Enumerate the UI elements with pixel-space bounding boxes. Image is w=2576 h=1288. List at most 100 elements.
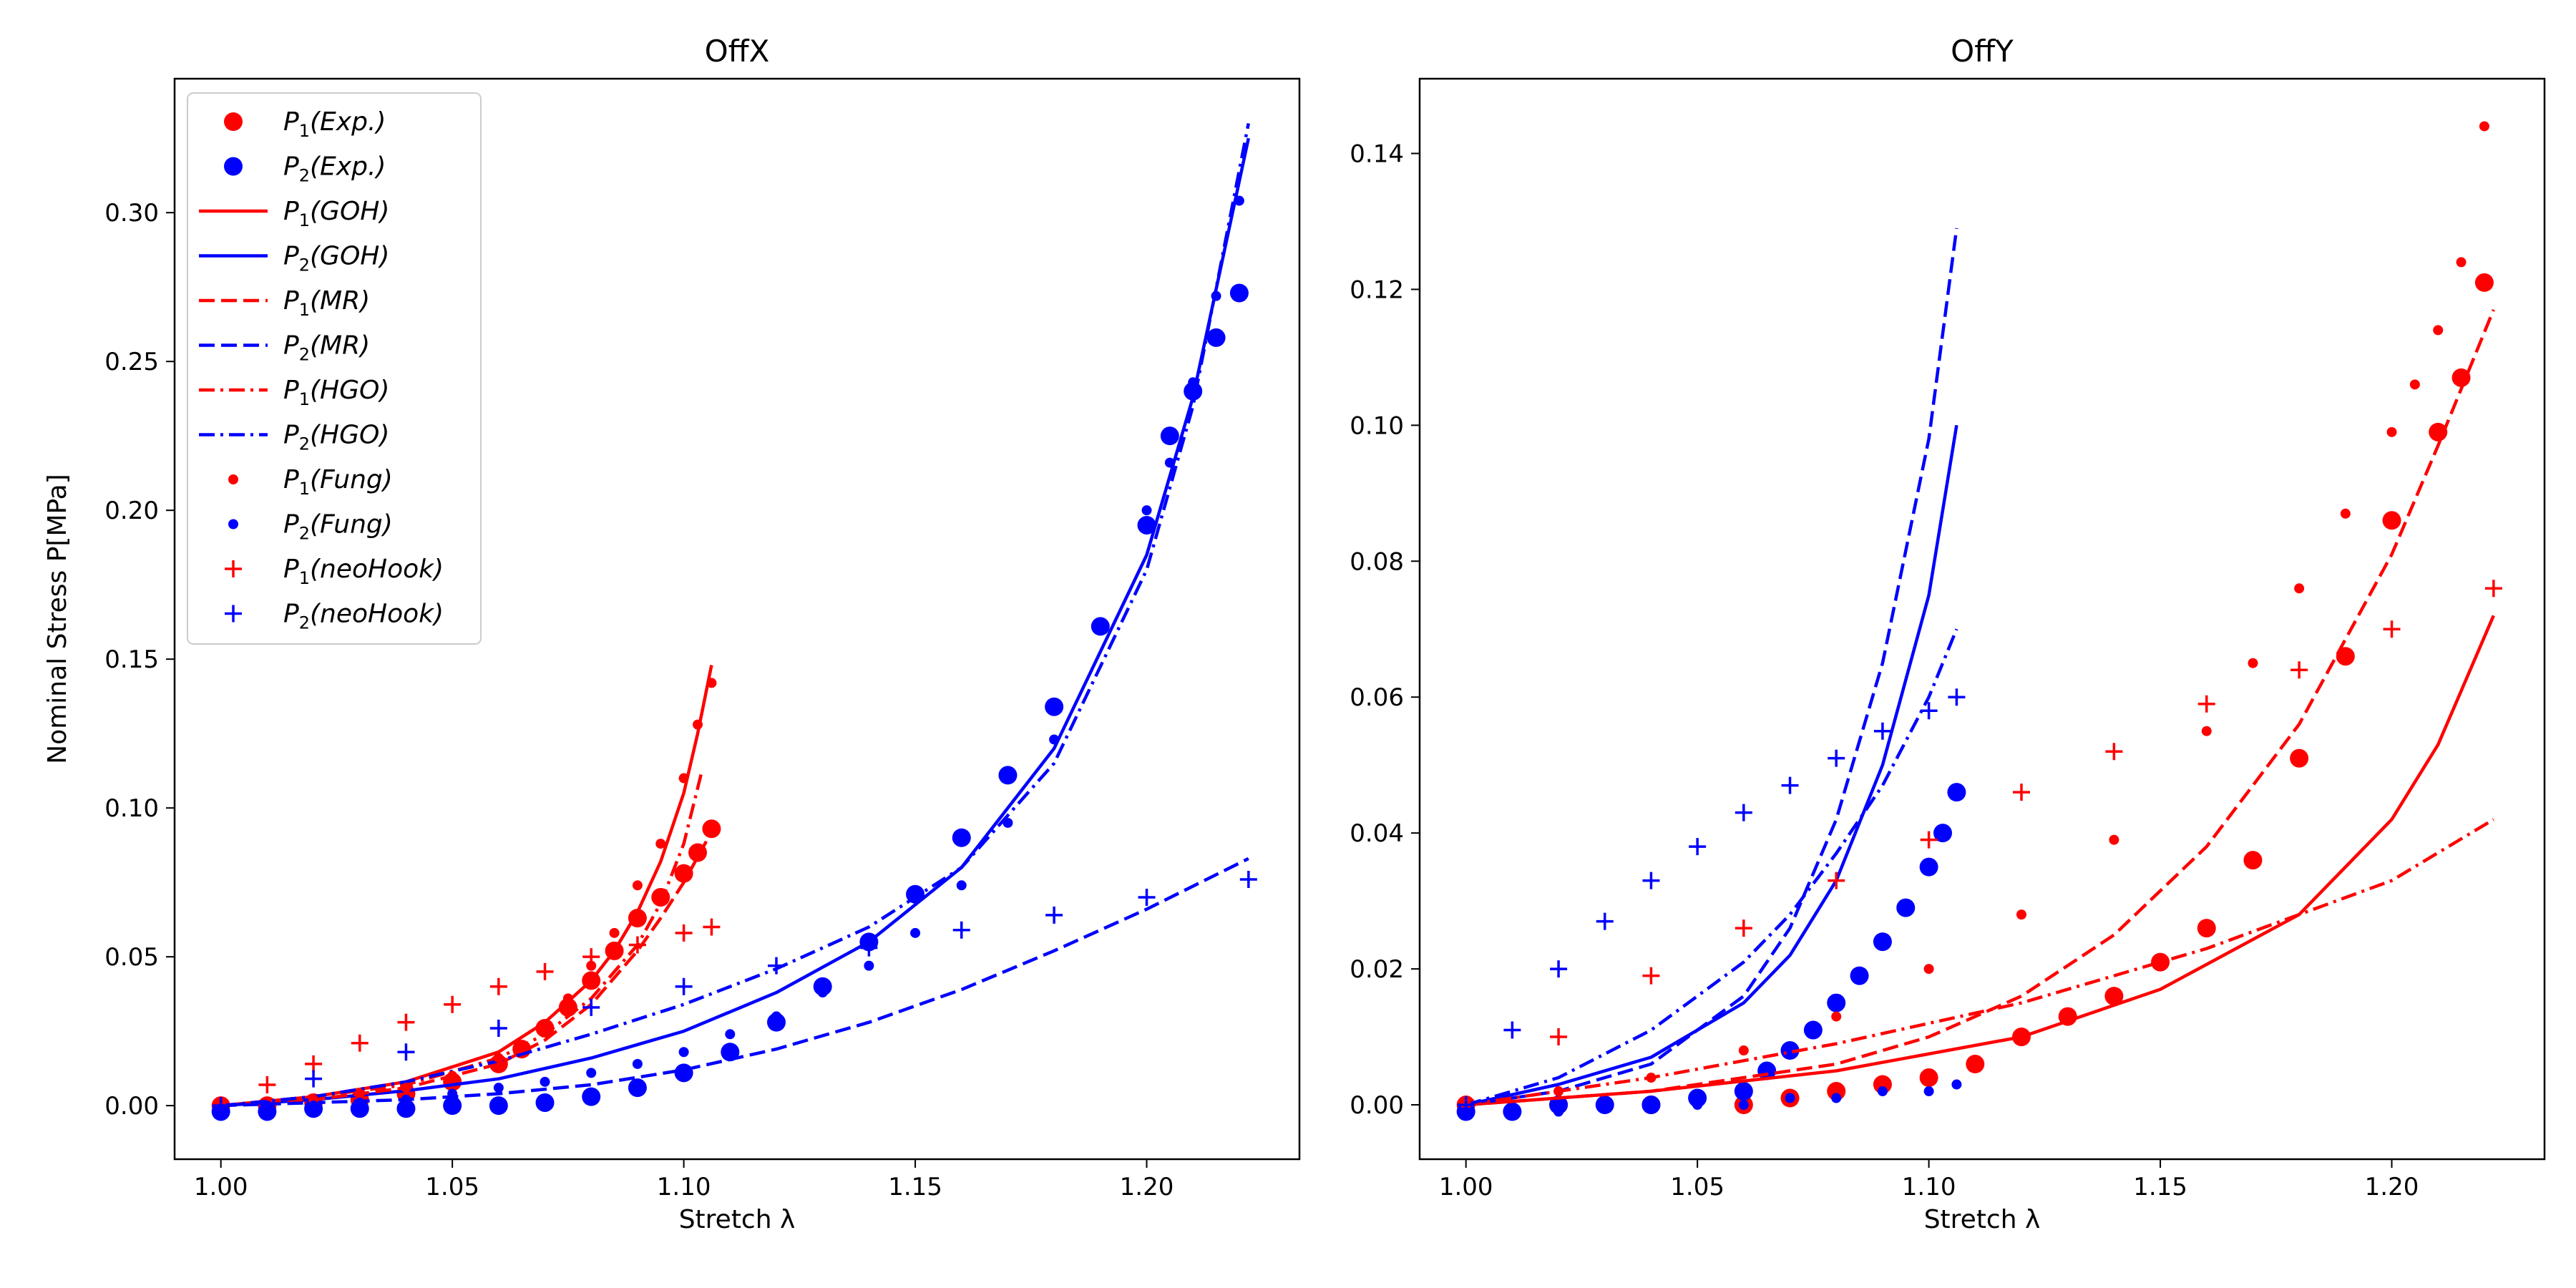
data-point	[674, 864, 693, 883]
legend-subscript: 1	[299, 389, 310, 409]
axes-frame	[1418, 77, 2546, 1161]
legend-frame	[187, 92, 482, 645]
data-point	[632, 880, 643, 891]
legend-model: (GOH)	[310, 197, 389, 226]
data-point	[354, 1097, 365, 1108]
legend-swatch	[228, 474, 238, 484]
data-point	[308, 1101, 319, 1111]
y-axis-label: Nominal Stress P[MPa]	[43, 474, 72, 763]
data-point	[2474, 273, 2494, 292]
data-point	[540, 1076, 550, 1087]
legend-subscript: 1	[299, 568, 310, 588]
data-point	[1229, 283, 1249, 303]
y-tick-label: 0.00	[104, 1092, 159, 1121]
legend-label: P2(Fung)	[283, 510, 393, 544]
data-point	[1919, 1068, 1938, 1088]
data-point	[910, 927, 921, 938]
data-point	[1646, 1100, 1657, 1111]
data-point	[2243, 851, 2263, 870]
data-point	[1599, 1100, 1610, 1111]
series-solid-p1	[220, 665, 713, 1108]
data-point	[860, 939, 878, 957]
y-tick-label: 0.10	[104, 794, 159, 823]
data-point	[952, 921, 970, 939]
plot-area	[211, 122, 1257, 1121]
legend-label: P2(GOH)	[283, 242, 389, 275]
data-point	[1692, 1100, 1703, 1111]
data-point	[1735, 804, 1752, 821]
legend-subscript: 1	[299, 300, 310, 320]
data-point	[1738, 1045, 1749, 1056]
data-point	[1873, 932, 1892, 952]
data-point	[1642, 872, 1660, 889]
data-point	[952, 828, 971, 847]
data-point	[1646, 1073, 1657, 1083]
data-point	[1211, 291, 1221, 301]
series-dashed-p2	[1465, 228, 1958, 1107]
data-point	[675, 924, 693, 942]
data-point	[493, 1083, 504, 1093]
series-line	[220, 857, 1249, 1108]
data-point	[493, 1053, 504, 1063]
data-point	[678, 773, 689, 784]
data-point	[725, 1029, 736, 1040]
data-point	[517, 1040, 527, 1051]
legend-model: (Fung)	[310, 465, 393, 494]
data-point	[401, 1083, 411, 1093]
legend-model: (neoHook)	[310, 600, 444, 629]
legend-label: P2(HGO)	[283, 421, 389, 454]
data-point	[2104, 987, 2124, 1006]
legend-entry: P1(GOH)	[199, 197, 389, 230]
data-point	[628, 936, 646, 954]
data-point	[1507, 1106, 1518, 1117]
data-point	[1095, 624, 1106, 635]
data-point	[1164, 457, 1175, 468]
legend-model: (Fung)	[310, 510, 393, 540]
legend-symbol: P	[283, 465, 299, 494]
data-point	[1734, 1082, 1753, 1101]
legend-model: (MR)	[310, 286, 370, 316]
legend-symbol: P	[283, 107, 299, 137]
legend-subscript: 2	[299, 524, 310, 544]
data-point	[1827, 1082, 1846, 1101]
data-point	[1553, 1086, 1564, 1097]
legend-subscript: 1	[299, 121, 310, 141]
legend-symbol: P	[283, 197, 299, 226]
data-point	[1689, 838, 1707, 856]
legend-entry: P1(HGO)	[199, 376, 389, 409]
data-point	[2109, 834, 2119, 845]
data-point	[489, 1096, 508, 1116]
y-tick-label: 0.25	[104, 348, 159, 376]
data-point	[2382, 511, 2401, 530]
plot-area	[1456, 121, 2502, 1121]
legend-entry: P2(neoHook)	[225, 600, 444, 633]
x-tick-label: 1.05	[425, 1173, 479, 1201]
data-point	[1873, 1075, 1892, 1094]
data-point	[1045, 697, 1064, 716]
data-point	[1933, 824, 1953, 843]
data-point	[2105, 743, 2123, 761]
chart-panel-2: OffY 1.00 1.05 1.10 1.15 1.20 0.00 0.02 0.04 0.06…	[1350, 34, 2546, 1234]
data-point	[582, 948, 600, 966]
legend-symbol: P	[283, 286, 299, 316]
y-tick-label: 0.20	[104, 497, 159, 525]
legend: P1(Exp.)P2(Exp.)P1(GOH)P2(GOH)P1(MR)P2(M…	[187, 92, 482, 645]
legend-entry: P1(neoHook)	[225, 555, 444, 588]
legend-symbol: P	[283, 600, 299, 629]
data-point	[258, 1076, 276, 1094]
data-point	[632, 1058, 643, 1069]
data-point	[1642, 967, 1660, 985]
data-point	[540, 1020, 550, 1030]
data-point	[628, 1078, 647, 1098]
data-point	[1966, 1055, 1985, 1074]
series-line	[1465, 628, 1958, 1107]
data-point	[2197, 919, 2216, 938]
legend-model: (Exp.)	[310, 152, 386, 182]
data-point	[262, 1101, 273, 1111]
data-point	[1045, 906, 1063, 924]
data-point	[655, 839, 666, 849]
data-point	[1206, 328, 1226, 347]
data-point	[1550, 1028, 1568, 1046]
legend-entry: P1(Exp.)	[224, 107, 386, 141]
series-solid-p1	[1465, 615, 2495, 1107]
